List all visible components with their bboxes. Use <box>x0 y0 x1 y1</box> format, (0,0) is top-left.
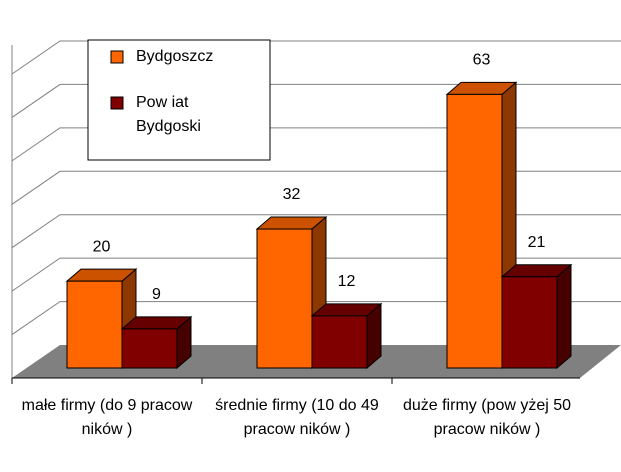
bar <box>120 315 193 370</box>
grid-line <box>11 83 621 118</box>
x-tick-label: średnie firmy (10 do 49 pracow ników ) <box>215 397 379 438</box>
grid-line <box>11 170 621 205</box>
bar-front <box>256 228 313 369</box>
text-line: Pow iat <box>136 94 189 111</box>
legend-label: Pow iat Bydgoski <box>136 94 201 135</box>
legend-swatch <box>110 96 124 110</box>
text-line: pracow ników ) <box>434 421 541 438</box>
text-line: Bydgoski <box>136 118 201 135</box>
bar-front <box>311 315 368 369</box>
x-tick-label: duże firmy (pow yżej 50 pracow ników ) <box>403 397 571 438</box>
text-line: duże firmy (pow yżej 50 <box>403 397 571 414</box>
x-tick-label: małe firmy (do 9 pracow ników ) <box>22 397 193 438</box>
data-label: 63 <box>473 52 491 69</box>
bar-front <box>66 280 123 369</box>
legend-swatch <box>110 50 124 64</box>
bar <box>500 263 573 370</box>
data-label: 32 <box>283 186 301 203</box>
text-line: pracow ników ) <box>244 421 351 438</box>
text-line: małe firmy (do 9 pracow <box>22 397 193 414</box>
data-label: 21 <box>528 234 546 251</box>
data-label: 9 <box>152 286 161 303</box>
grid-line <box>11 214 621 249</box>
grid-line <box>11 40 621 75</box>
text-line: średnie firmy (10 do 49 <box>215 397 379 414</box>
data-label: 20 <box>93 238 111 255</box>
legend-label: Bydgoszcz <box>136 48 213 65</box>
grid-line <box>11 127 621 162</box>
bar <box>445 81 518 370</box>
text-line: Bydgoszcz <box>136 48 213 65</box>
bar-front <box>446 93 503 369</box>
grid-line <box>11 257 621 292</box>
bar-side <box>556 263 572 370</box>
bar-front <box>501 276 558 369</box>
text-line: ników ) <box>82 421 133 438</box>
data-label: 12 <box>338 273 356 290</box>
bar-front <box>121 328 178 369</box>
grid-line <box>11 301 621 335</box>
bar <box>310 302 383 370</box>
